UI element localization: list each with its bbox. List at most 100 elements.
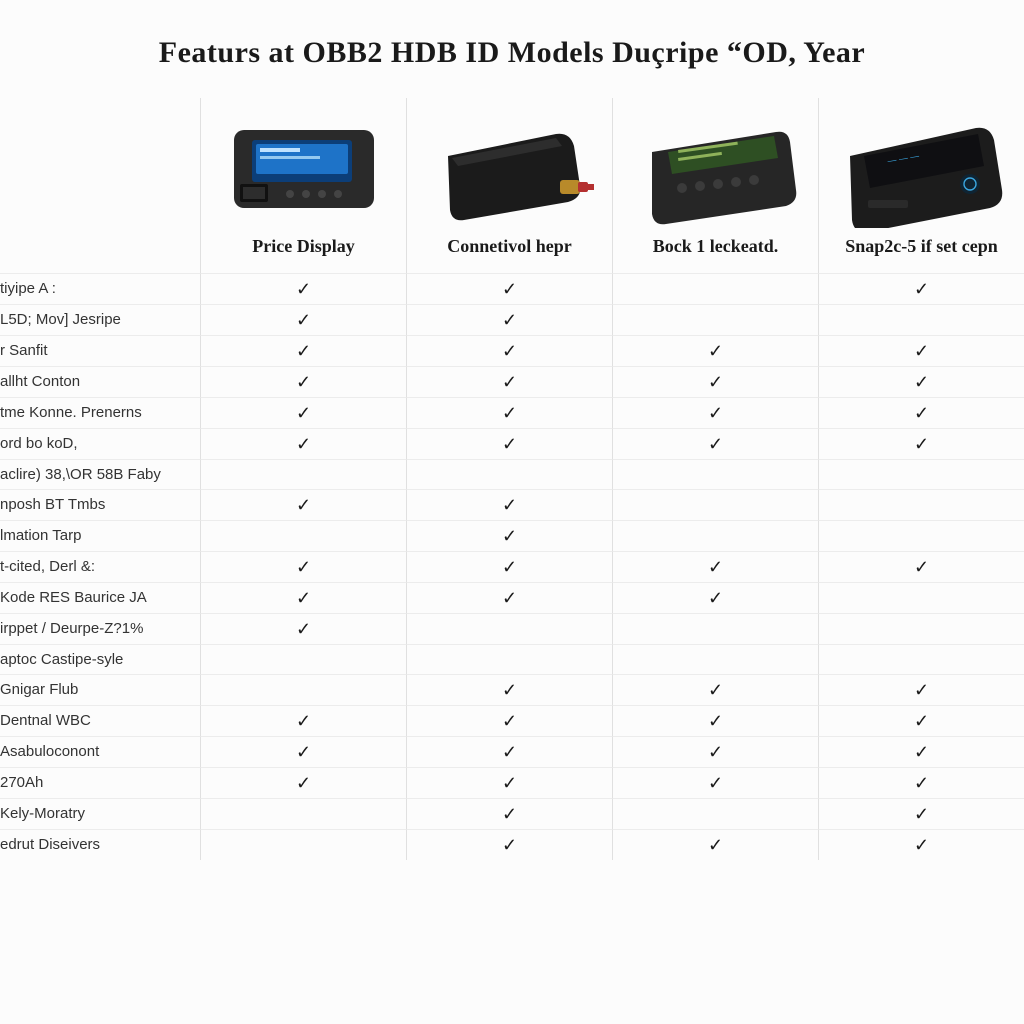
row-label: nposh BT Tmbs (0, 489, 200, 520)
row-label: tme Konne. Prenerns (0, 397, 200, 428)
column-label: Snap2c-5 if set cepn (827, 236, 1016, 263)
row-label: 270Ah (0, 767, 200, 798)
feature-cell: ✓ (818, 551, 1024, 582)
feature-cell: ✓ (406, 551, 612, 582)
row-label: lmation Tarp (0, 520, 200, 551)
column-header: — — — Snap2c-5 if set cepn (818, 98, 1024, 273)
feature-cell: ✓ (612, 397, 818, 428)
feature-cell (818, 644, 1024, 674)
feature-cell (406, 459, 612, 489)
feature-cell: ✓ (818, 829, 1024, 860)
feature-cell (818, 582, 1024, 613)
row-label: irppet / Deurpe-Z?1% (0, 613, 200, 644)
feature-cell: ✓ (406, 428, 612, 459)
feature-cell: ✓ (200, 489, 406, 520)
feature-cell (612, 520, 818, 551)
feature-cell: ✓ (200, 551, 406, 582)
feature-cell: ✓ (612, 335, 818, 366)
feature-cell: ✓ (818, 428, 1024, 459)
feature-cell: ✓ (612, 674, 818, 705)
feature-cell: ✓ (406, 335, 612, 366)
feature-cell: ✓ (818, 273, 1024, 304)
feature-cell: ✓ (612, 428, 818, 459)
feature-cell: ✓ (818, 397, 1024, 428)
feature-cell: ✓ (406, 829, 612, 860)
feature-cell: ✓ (818, 674, 1024, 705)
feature-cell: ✓ (612, 582, 818, 613)
row-label: t-cited, Derl &: (0, 551, 200, 582)
feature-cell: ✓ (200, 767, 406, 798)
feature-cell: ✓ (406, 520, 612, 551)
feature-cell (612, 489, 818, 520)
product-image-4: — — — (838, 108, 1006, 228)
column-header: Price Display (200, 98, 406, 273)
column-label: Price Display (209, 236, 398, 263)
column-header: Bock 1 leckeatd. (612, 98, 818, 273)
feature-cell: ✓ (200, 304, 406, 335)
feature-cell: ✓ (818, 798, 1024, 829)
feature-cell: ✓ (200, 428, 406, 459)
feature-cell: ✓ (818, 335, 1024, 366)
page: Featurs at OBB2 HDB ID Models Duçripe “O… (0, 0, 1024, 1024)
feature-cell (612, 644, 818, 674)
feature-cell (612, 273, 818, 304)
feature-cell: ✓ (406, 705, 612, 736)
row-label: Kode RES Baurice JA (0, 582, 200, 613)
feature-cell (818, 613, 1024, 644)
feature-cell (200, 520, 406, 551)
feature-cell: ✓ (818, 736, 1024, 767)
product-image-2 (426, 108, 594, 228)
feature-cell: ✓ (818, 767, 1024, 798)
row-label: ord bo koD, (0, 428, 200, 459)
feature-cell: ✓ (200, 705, 406, 736)
row-label: Gnigar Flub (0, 674, 200, 705)
row-label: Asabuloconont (0, 736, 200, 767)
row-label: L5D; Mov] Jesripe (0, 304, 200, 335)
feature-cell: ✓ (406, 366, 612, 397)
feature-cell: ✓ (200, 736, 406, 767)
column-label: Connetivol hepr (415, 236, 604, 263)
row-label: tiyipe A : (0, 273, 200, 304)
feature-cell: ✓ (818, 705, 1024, 736)
feature-cell: ✓ (612, 829, 818, 860)
feature-cell: ✓ (612, 551, 818, 582)
feature-cell: ✓ (612, 736, 818, 767)
row-label: Kely-Moratry (0, 798, 200, 829)
product-image-3 (632, 108, 800, 228)
comparison-table: Price Display Connetivol hepr (0, 98, 1024, 860)
feature-cell: ✓ (406, 736, 612, 767)
feature-cell: ✓ (406, 273, 612, 304)
feature-cell: ✓ (612, 705, 818, 736)
feature-cell (200, 829, 406, 860)
feature-cell: ✓ (612, 767, 818, 798)
feature-cell (818, 489, 1024, 520)
product-image-1 (220, 108, 388, 228)
page-title: Featurs at OBB2 HDB ID Models Duçripe “O… (0, 36, 1024, 70)
feature-cell: ✓ (406, 674, 612, 705)
column-label: Bock 1 leckeatd. (621, 236, 810, 263)
feature-cell: ✓ (200, 397, 406, 428)
feature-cell (818, 304, 1024, 335)
feature-cell (612, 459, 818, 489)
row-label: aptoc Castipe-syle (0, 644, 200, 674)
feature-cell: ✓ (406, 798, 612, 829)
feature-cell (406, 613, 612, 644)
feature-cell (818, 520, 1024, 551)
feature-cell: ✓ (406, 304, 612, 335)
feature-cell: ✓ (406, 767, 612, 798)
feature-cell: ✓ (406, 489, 612, 520)
row-label: edrut Diseivers (0, 829, 200, 860)
feature-cell (200, 644, 406, 674)
feature-cell: ✓ (612, 366, 818, 397)
feature-cell (612, 304, 818, 335)
header-spacer (0, 98, 200, 273)
feature-cell (200, 674, 406, 705)
feature-cell: ✓ (200, 335, 406, 366)
feature-cell: ✓ (200, 366, 406, 397)
feature-cell: ✓ (818, 366, 1024, 397)
feature-cell (612, 613, 818, 644)
feature-cell: ✓ (200, 613, 406, 644)
feature-cell (612, 798, 818, 829)
feature-cell (406, 644, 612, 674)
feature-cell (818, 459, 1024, 489)
